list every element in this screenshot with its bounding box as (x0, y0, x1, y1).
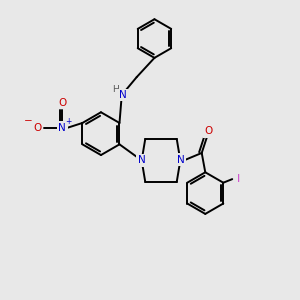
Text: O: O (34, 123, 42, 133)
Text: N: N (119, 90, 127, 100)
Text: N: N (138, 155, 146, 165)
Text: N: N (58, 123, 66, 133)
Text: +: + (66, 117, 72, 126)
Text: I: I (236, 174, 240, 184)
Text: −: − (24, 116, 32, 126)
Text: N: N (177, 155, 185, 165)
Text: O: O (58, 98, 66, 108)
Text: O: O (204, 126, 213, 136)
Text: H: H (112, 85, 119, 94)
